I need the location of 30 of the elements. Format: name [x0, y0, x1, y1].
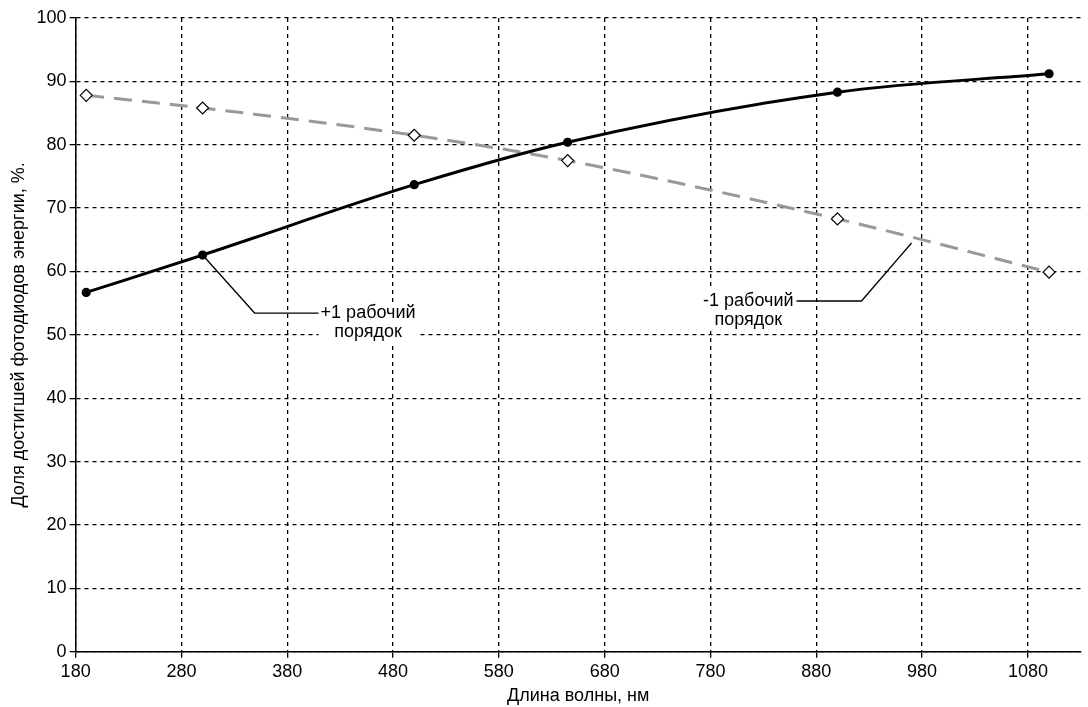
y-tick-label: 10	[46, 577, 67, 598]
point	[832, 87, 843, 97]
x-tick-label: 580	[483, 660, 514, 681]
point	[409, 180, 419, 190]
x-tick-label: 780	[695, 660, 726, 681]
annotation: +1 рабочий порядок	[320, 302, 416, 342]
y-tick-label: 70	[46, 197, 67, 218]
x-tick-label: 680	[589, 660, 620, 681]
x-axis-title: Длина волны, нм	[507, 685, 650, 706]
y-tick-label: 90	[46, 70, 67, 91]
y-tick-label: 0	[56, 640, 67, 661]
y-tick-label: 50	[46, 323, 67, 344]
x-tick-label: 1080	[1007, 660, 1048, 681]
y-tick-label: 100	[36, 6, 67, 27]
annotation: -1 рабочий порядок	[703, 289, 794, 329]
y-tick-label: 60	[46, 260, 67, 281]
x-tick-label: 380	[272, 660, 303, 681]
y-axis-title: Доля достигшей фотодиодов энергии, %.	[7, 162, 28, 508]
y-tick-label: 80	[46, 133, 67, 154]
x-tick-label: 480	[378, 660, 409, 681]
x-tick-label: 180	[60, 660, 91, 681]
x-tick-label: 880	[801, 660, 832, 681]
point	[81, 287, 91, 298]
point	[1044, 69, 1054, 79]
x-tick-label: 980	[907, 660, 938, 681]
point	[563, 137, 573, 147]
y-tick-label: 20	[46, 514, 67, 535]
x-tick-label: 280	[166, 660, 197, 681]
y-tick-label: 40	[46, 387, 67, 408]
y-tick-label: 30	[46, 450, 67, 471]
